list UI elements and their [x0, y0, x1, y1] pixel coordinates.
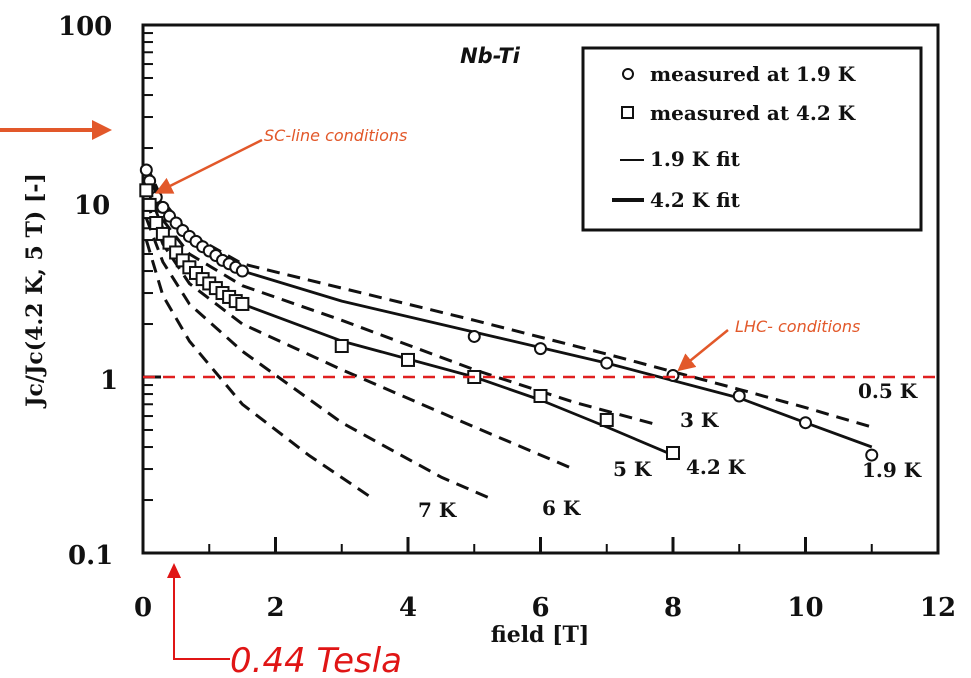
y-tick-1: 1 — [100, 366, 118, 396]
legend-square-marker — [621, 106, 634, 119]
series-6-K — [144, 217, 495, 502]
point-1.9K — [139, 163, 153, 177]
point-4.2K — [666, 445, 680, 460]
annotation-lhc: LHC- conditions — [735, 317, 860, 336]
legend-circle-marker — [622, 68, 634, 80]
point-1.9K — [235, 264, 249, 278]
x-tick-4: 4 — [399, 593, 417, 623]
legend-entry-1.9K-fit: 1.9 K fit — [650, 147, 741, 171]
point-1.9K — [666, 368, 680, 382]
point-4.2K — [401, 352, 415, 367]
point-4.2K — [599, 412, 614, 427]
y-tick-0.1: 0.1 — [68, 541, 113, 571]
point-4.2K — [334, 339, 349, 354]
curve-labels: 0.5 K 3 K 5 K measured at 4.2 K 4.2 K 1.… — [418, 379, 922, 522]
y-tick-labels: 100 10 1 0.1 — [58, 12, 118, 571]
curve-label-0.5K: 0.5 K — [858, 379, 918, 403]
x-tick-0: 0 — [134, 593, 152, 623]
tesla-pointer-arrowhead — [167, 563, 181, 578]
legend-entry-measured-4.2K: measured at 4.2 K — [650, 101, 856, 125]
y-axis-label: Jc/Jc(4.2 K, 5 T) [-] — [22, 173, 48, 409]
point-1.9K — [156, 200, 170, 214]
lhc-annotation-arrow — [677, 329, 729, 372]
point-4.2K — [533, 388, 548, 403]
chart-title: Nb-Ti — [460, 44, 521, 68]
point-1.9K — [732, 389, 746, 403]
point-4.2K — [235, 296, 250, 311]
annotation-tesla: 0.44 Tesla — [230, 641, 402, 678]
annotation-sc-line: SC-line conditions — [264, 126, 407, 145]
legend-entry-measured-1.9K: measured at 1.9 K — [650, 62, 856, 86]
point-1.9K — [467, 329, 481, 343]
tesla-pointer-arrow — [173, 575, 230, 660]
point-1.9K — [600, 356, 614, 370]
series-3-K — [144, 180, 661, 427]
curve-label-5K: 5 K — [613, 457, 652, 481]
point-1.9K — [865, 448, 879, 462]
x-tick-10: 10 — [787, 593, 823, 623]
point-1.9K — [534, 342, 547, 356]
series-5-K — [144, 200, 575, 471]
x-tick-labels: 0 2 4 6 8 10 12 — [134, 593, 956, 623]
y-tick-100: 100 — [58, 12, 112, 42]
curve-label-6K: 6 K — [542, 496, 581, 520]
y-tick-10: 10 — [74, 191, 110, 221]
data-markers — [139, 163, 879, 462]
series-7-K — [144, 239, 376, 502]
x-tick-8: 8 — [664, 593, 682, 623]
curve-label-4.2K-short: 4.2 K — [686, 455, 746, 479]
minor-ticks — [143, 32, 873, 553]
sc-line-annotation-arrow — [154, 138, 263, 194]
x-axis-label: field [T] — [491, 622, 590, 648]
point-4.2K — [142, 197, 157, 212]
x-tick-6: 6 — [531, 593, 549, 623]
curve-label-3K: 3 K — [680, 408, 719, 432]
curve-label-7K: 7 K — [418, 498, 457, 522]
x-tick-12: 12 — [920, 593, 956, 623]
point-1.9K — [799, 416, 812, 430]
legend-entry-4.2K-fit: 4.2 K fit — [650, 188, 741, 212]
legend: measured at 1.9 K measured at 4.2 K 1.9 … — [581, 46, 923, 232]
point-4.2K — [139, 183, 154, 198]
curve-label-1.9K: 1.9 K — [862, 458, 922, 482]
x-tick-2: 2 — [266, 593, 284, 623]
